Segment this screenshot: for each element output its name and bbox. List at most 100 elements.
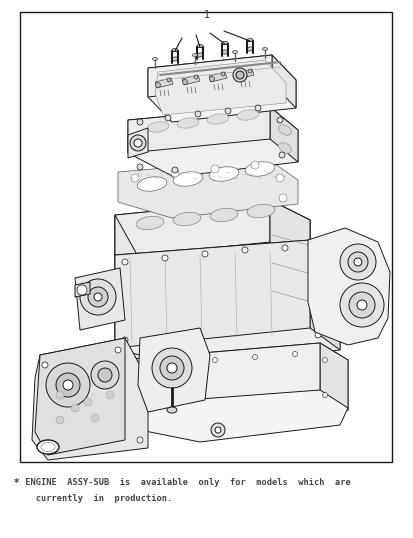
Polygon shape [269, 200, 309, 260]
Polygon shape [307, 228, 389, 345]
Ellipse shape [262, 47, 267, 51]
Polygon shape [235, 69, 254, 79]
Circle shape [161, 255, 168, 261]
Circle shape [42, 362, 48, 368]
Polygon shape [269, 200, 309, 340]
Circle shape [122, 337, 128, 343]
Circle shape [137, 437, 142, 443]
Circle shape [56, 416, 64, 424]
Ellipse shape [147, 122, 169, 132]
Ellipse shape [206, 114, 228, 124]
Circle shape [94, 293, 102, 301]
Polygon shape [154, 78, 173, 88]
Polygon shape [32, 338, 147, 460]
Circle shape [134, 139, 142, 147]
Ellipse shape [278, 143, 291, 153]
Polygon shape [115, 390, 347, 442]
Polygon shape [118, 159, 297, 218]
Ellipse shape [166, 407, 177, 413]
Ellipse shape [221, 50, 228, 54]
Circle shape [311, 252, 317, 258]
Circle shape [171, 169, 178, 177]
Polygon shape [128, 128, 147, 158]
Polygon shape [115, 215, 140, 360]
Ellipse shape [247, 47, 252, 51]
Circle shape [106, 391, 114, 399]
Circle shape [275, 174, 283, 182]
Circle shape [202, 251, 207, 257]
Circle shape [195, 111, 201, 117]
Circle shape [137, 164, 142, 170]
Polygon shape [271, 55, 295, 108]
Polygon shape [269, 107, 297, 162]
Circle shape [166, 78, 171, 82]
Circle shape [98, 368, 112, 382]
Circle shape [252, 355, 257, 359]
Circle shape [278, 194, 286, 202]
Circle shape [233, 68, 247, 82]
Ellipse shape [247, 204, 274, 218]
Polygon shape [154, 60, 285, 115]
Circle shape [292, 351, 297, 357]
Circle shape [281, 245, 287, 251]
Ellipse shape [173, 172, 202, 186]
Circle shape [88, 287, 108, 307]
Circle shape [112, 295, 118, 301]
Circle shape [348, 292, 374, 318]
Circle shape [209, 76, 214, 81]
Polygon shape [128, 107, 297, 177]
Polygon shape [75, 282, 90, 297]
Circle shape [56, 373, 80, 397]
Polygon shape [115, 240, 309, 348]
Ellipse shape [244, 162, 274, 176]
Circle shape [347, 252, 367, 272]
Ellipse shape [177, 118, 198, 128]
Circle shape [211, 423, 224, 437]
Ellipse shape [41, 442, 55, 451]
Circle shape [91, 361, 119, 389]
Polygon shape [35, 338, 125, 455]
Circle shape [172, 362, 177, 366]
Circle shape [254, 105, 260, 111]
Circle shape [56, 391, 64, 399]
Circle shape [137, 119, 142, 125]
Circle shape [155, 82, 160, 88]
Ellipse shape [209, 208, 237, 222]
Ellipse shape [173, 213, 200, 225]
Circle shape [235, 71, 243, 79]
Ellipse shape [197, 53, 202, 57]
Ellipse shape [221, 41, 228, 45]
Circle shape [46, 363, 90, 407]
Circle shape [221, 72, 224, 76]
Circle shape [115, 347, 121, 353]
Circle shape [165, 115, 171, 121]
Circle shape [214, 427, 221, 433]
Polygon shape [147, 55, 271, 97]
Text: currently  in  production.: currently in production. [20, 494, 172, 503]
Ellipse shape [209, 167, 238, 181]
Polygon shape [319, 343, 347, 410]
Text: ENGINE  ASSY-SUB  is  available  only  for  models  which  are: ENGINE ASSY-SUB is available only for mo… [20, 478, 350, 487]
Ellipse shape [172, 57, 178, 61]
Circle shape [152, 348, 192, 388]
Polygon shape [309, 240, 339, 350]
Ellipse shape [37, 440, 59, 454]
Circle shape [42, 445, 48, 451]
Circle shape [194, 75, 197, 79]
Text: *: * [14, 478, 19, 488]
Circle shape [130, 135, 146, 151]
Text: 1: 1 [204, 10, 209, 20]
Circle shape [339, 244, 375, 280]
Ellipse shape [232, 51, 237, 53]
Ellipse shape [137, 177, 166, 191]
Circle shape [278, 152, 284, 158]
Circle shape [322, 393, 327, 398]
Circle shape [77, 285, 87, 295]
Circle shape [80, 279, 116, 315]
Polygon shape [120, 343, 319, 408]
Circle shape [122, 259, 128, 265]
Circle shape [250, 161, 259, 169]
Polygon shape [182, 75, 199, 85]
Ellipse shape [237, 110, 258, 120]
Polygon shape [209, 72, 226, 82]
